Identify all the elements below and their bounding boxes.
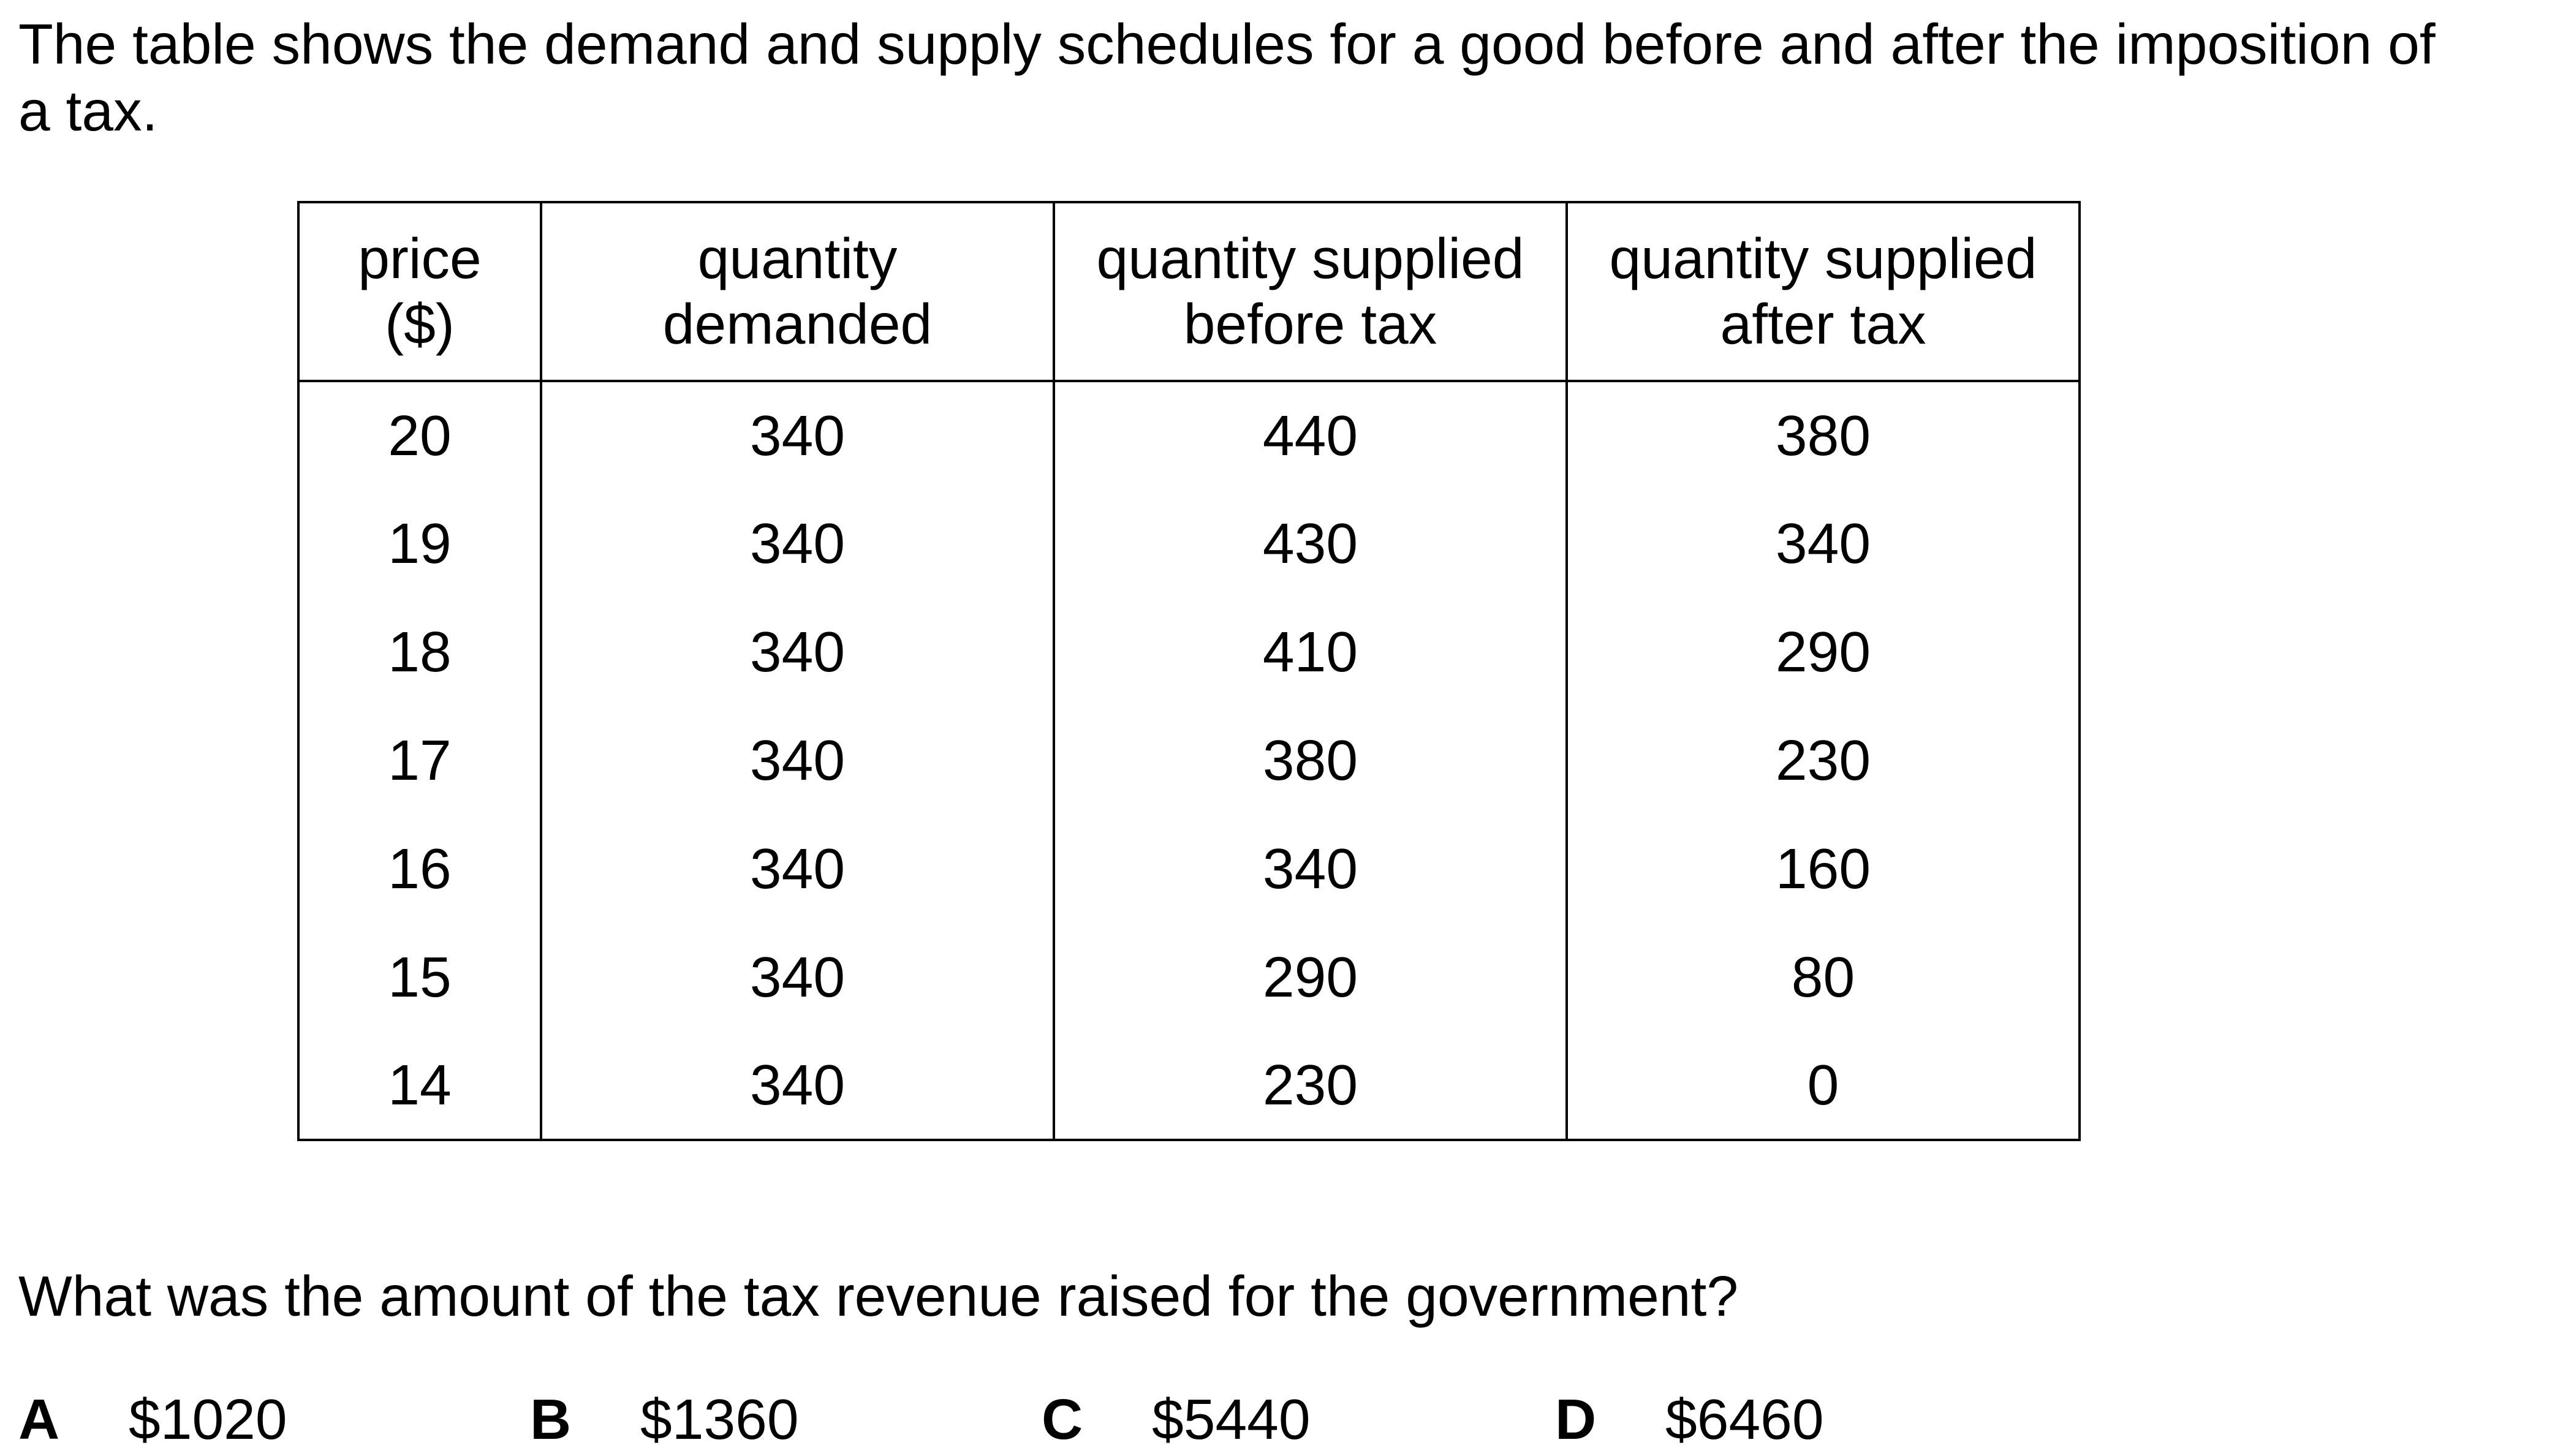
cell-supplied-after-tax: 230	[1565, 706, 2081, 815]
option-a-letter: A	[18, 1387, 60, 1451]
cell-quantity-demanded: 340	[540, 706, 1055, 815]
cell-price: 14	[297, 1032, 542, 1140]
cell-supplied-before-tax: 440	[1053, 381, 1568, 489]
cell-price: 20	[297, 381, 542, 489]
header-quantity-demanded: quantity demanded	[540, 202, 1055, 381]
table-row: 17 340 380 230	[297, 706, 2081, 815]
header-qsb-line-2: before tax	[1183, 292, 1437, 356]
table-header-row: price ($) quantity demanded quantity sup…	[297, 202, 2081, 381]
cell-quantity-demanded: 340	[540, 381, 1055, 489]
cell-supplied-before-tax: 410	[1053, 598, 1568, 706]
cell-supplied-before-tax: 290	[1053, 923, 1568, 1032]
cell-quantity-demanded: 340	[540, 815, 1055, 923]
header-qsa-line-1: quantity supplied	[1609, 227, 2037, 290]
cell-supplied-after-tax: 380	[1565, 381, 2081, 489]
cell-quantity-demanded: 340	[540, 1032, 1055, 1140]
header-price-line-1: price	[358, 227, 482, 290]
option-d-value: $6460	[1665, 1387, 1824, 1451]
header-price-line-2: ($)	[385, 292, 455, 356]
cell-price: 15	[297, 923, 542, 1032]
cell-supplied-before-tax: 230	[1053, 1032, 1568, 1140]
cell-price: 19	[297, 489, 542, 598]
stem-line-2: a tax.	[18, 79, 158, 143]
supply-demand-table: price ($) quantity demanded quantity sup…	[297, 201, 2081, 1141]
cell-supplied-after-tax: 340	[1565, 489, 2081, 598]
cell-price: 18	[297, 598, 542, 706]
option-d-letter: D	[1555, 1387, 1597, 1451]
header-qsa-line-2: after tax	[1720, 292, 1926, 356]
table-row: 19 340 430 340	[297, 489, 2081, 598]
cell-supplied-after-tax: 0	[1565, 1032, 2081, 1140]
table-row: 16 340 340 160	[297, 815, 2081, 923]
cell-supplied-after-tax: 160	[1565, 815, 2081, 923]
cell-supplied-before-tax: 430	[1053, 489, 1568, 598]
cell-quantity-demanded: 340	[540, 923, 1055, 1032]
header-price: price ($)	[297, 202, 542, 381]
cell-quantity-demanded: 340	[540, 598, 1055, 706]
table-row: 15 340 290 80	[297, 923, 2081, 1032]
cell-supplied-before-tax: 340	[1053, 815, 1568, 923]
header-qd-line-1: quantity	[697, 227, 898, 290]
cell-supplied-after-tax: 80	[1565, 923, 2081, 1032]
option-c-letter: C	[1042, 1387, 1083, 1451]
cell-price: 17	[297, 706, 542, 815]
question-stem: The table shows the demand and supply sc…	[18, 11, 2530, 145]
header-quantity-supplied-before-tax: quantity supplied before tax	[1053, 202, 1568, 381]
option-a-value: $1020	[129, 1387, 287, 1451]
option-b-value: $1360	[640, 1387, 799, 1451]
header-qd-line-2: demanded	[662, 292, 933, 356]
header-quantity-supplied-after-tax: quantity supplied after tax	[1565, 202, 2081, 381]
question-prompt: What was the amount of the tax revenue r…	[18, 1264, 1739, 1328]
option-b-letter: B	[530, 1387, 572, 1451]
table-row: 20 340 440 380	[297, 381, 2081, 489]
cell-supplied-after-tax: 290	[1565, 598, 2081, 706]
stem-line-1: The table shows the demand and supply sc…	[18, 12, 2436, 76]
option-c-value: $5440	[1152, 1387, 1311, 1451]
table-row: 18 340 410 290	[297, 598, 2081, 706]
table-row: 14 340 230 0	[297, 1032, 2081, 1140]
cell-price: 16	[297, 815, 542, 923]
cell-quantity-demanded: 340	[540, 489, 1055, 598]
header-qsb-line-1: quantity supplied	[1096, 227, 1524, 290]
cell-supplied-before-tax: 380	[1053, 706, 1568, 815]
answer-options: A $1020 B $1360 C $5440 D $6460	[0, 1386, 2574, 1453]
